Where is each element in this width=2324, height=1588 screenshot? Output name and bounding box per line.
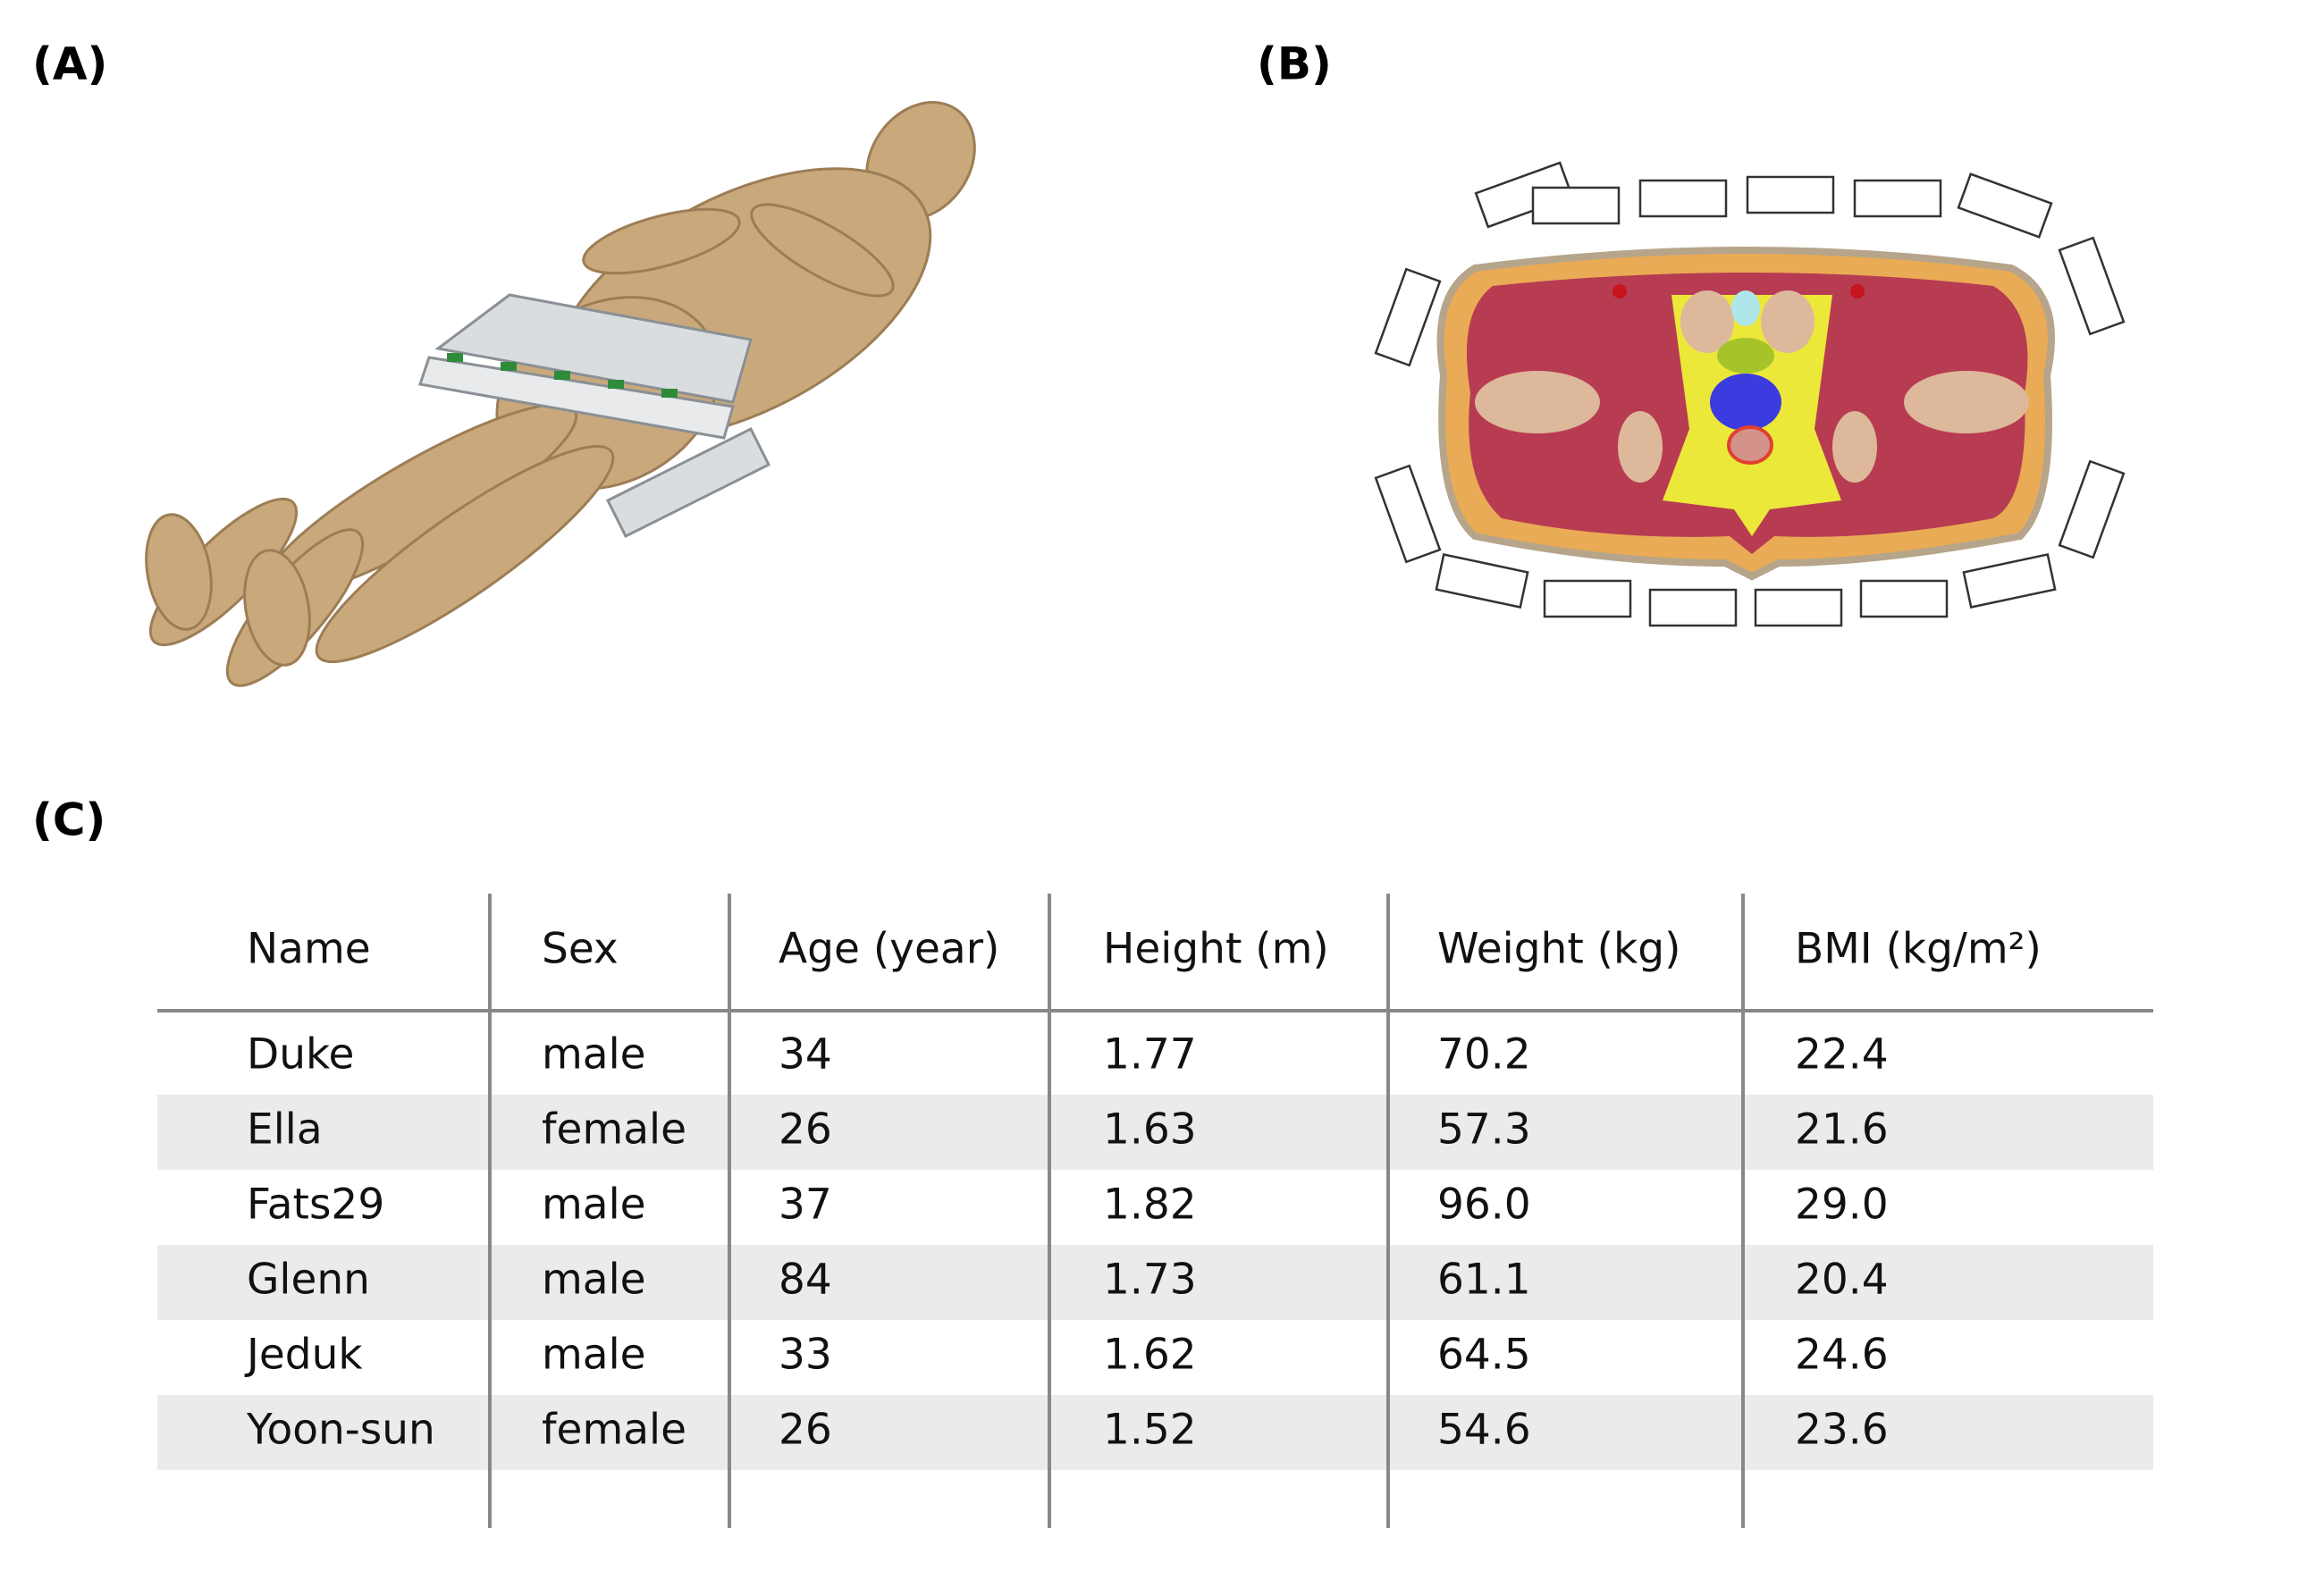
table-cell: 1.63 [1103,1105,1197,1155]
table-cell: Yoon-sun [246,1406,435,1455]
table-cell: 26 [779,1105,832,1155]
table-cell: male [542,1256,646,1305]
table-cell: 1.73 [1103,1256,1197,1305]
panel-label: (A) [32,38,107,90]
panel-label: (C) [32,794,105,846]
table-cell: 29.0 [1795,1180,1889,1230]
table-cell: 70.2 [1437,1030,1531,1080]
table-cell: Duke [247,1030,354,1080]
table-cell: 1.82 [1103,1180,1197,1230]
table-cell: Fats29 [247,1180,384,1230]
table-cell: male [542,1331,646,1380]
table-cell: 34 [779,1030,832,1080]
header-cell: Height (m) [1103,925,1329,974]
table-cell: 33 [779,1331,832,1380]
table-cell: 64.5 [1437,1331,1531,1380]
panel-label: (B) [1257,38,1332,90]
table-cell: 54.6 [1437,1406,1531,1455]
data-table: Name Sex Age (year) Height (m) Weight (kg) BM… [157,894,2153,1528]
table-cell: male [542,1030,646,1080]
header-cell: Sex [542,925,619,974]
coil-ring [1374,161,2126,627]
header-cell: Name [247,925,371,974]
header-cell: Weight (kg) [1437,925,1680,974]
table-cell: Glenn [247,1256,370,1305]
table-cell: female [542,1105,686,1155]
table-cell: 23.6 [1795,1406,1889,1455]
table-cell: male [542,1180,646,1230]
table-cell: 57.3 [1437,1105,1531,1155]
table-cell: 1.62 [1103,1331,1197,1380]
table-cell: 61.1 [1437,1256,1531,1305]
header-cell: BMI (kg/m²) [1795,925,2042,974]
table-cell: 26 [779,1406,832,1455]
table-cell: 37 [779,1180,832,1230]
table-cell: 20.4 [1795,1256,1889,1305]
coil-array [418,293,771,539]
header-cell: Age (year) [779,925,999,974]
table-cell: 96.0 [1437,1180,1531,1230]
table-cell: 1.77 [1103,1030,1197,1080]
table-cell: 21.6 [1795,1105,1889,1155]
table-cell: Ella [247,1105,323,1155]
table-cell: 1.52 [1103,1406,1197,1455]
table-cell: female [542,1406,686,1455]
table-cell: Jeduk [244,1331,363,1380]
table-cell: 24.6 [1795,1331,1889,1380]
cross-section [1436,247,2055,581]
table-cell: 84 [779,1256,832,1305]
table-cell: 22.4 [1795,1030,1889,1080]
